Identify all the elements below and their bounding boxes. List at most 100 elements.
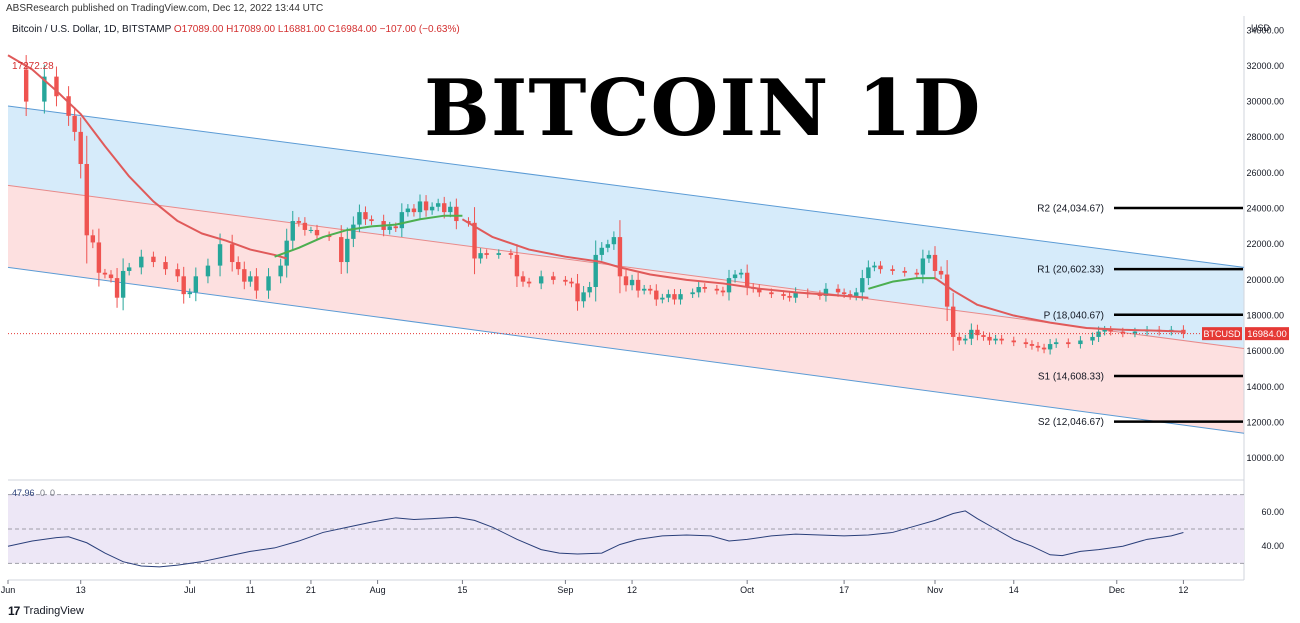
candle-body[interactable] [175, 269, 180, 277]
candle-body[interactable] [563, 279, 568, 282]
candle-body[interactable] [587, 287, 592, 293]
candle-body[interactable] [181, 276, 186, 295]
candle-body[interactable] [108, 274, 114, 279]
candle-body[interactable] [363, 212, 368, 220]
candle-body[interactable] [575, 283, 580, 302]
candle-body[interactable] [478, 253, 483, 259]
candle-body[interactable] [496, 253, 501, 255]
candle-body[interactable] [1023, 342, 1029, 345]
candle-body[interactable] [448, 206, 453, 213]
candle-body[interactable] [963, 338, 968, 341]
candle-body[interactable] [139, 256, 144, 268]
candle-body[interactable] [957, 336, 962, 341]
candle-body[interactable] [696, 287, 701, 293]
candle-body[interactable] [732, 274, 738, 279]
candle-body[interactable] [605, 244, 611, 248]
channel-lower-line[interactable] [7, 266, 1245, 434]
candle-body[interactable] [969, 329, 974, 339]
candle-body[interactable] [526, 281, 532, 284]
candle-body[interactable] [769, 292, 774, 295]
candle-body[interactable] [841, 292, 847, 295]
candle-body[interactable] [629, 279, 635, 286]
candle-body[interactable] [205, 265, 211, 277]
candle-body[interactable] [266, 276, 271, 291]
candle-body[interactable] [781, 294, 786, 296]
channel-middle-line[interactable] [7, 184, 1245, 350]
candle-body[interactable] [581, 292, 586, 302]
candle-body[interactable] [1181, 329, 1186, 334]
candle-body[interactable] [823, 288, 829, 296]
candle-body[interactable] [42, 76, 47, 102]
candle-body[interactable] [617, 237, 623, 277]
candle-body[interactable] [914, 272, 920, 275]
candle-body[interactable] [1041, 347, 1047, 350]
candle-body[interactable] [1108, 329, 1113, 332]
candle-body[interactable] [290, 221, 295, 241]
candle-body[interactable] [520, 276, 526, 282]
candle-body[interactable] [278, 265, 283, 277]
candle-body[interactable] [296, 221, 302, 223]
candle-body[interactable] [702, 287, 707, 289]
channel-upper-line[interactable] [7, 105, 1245, 268]
candle-body[interactable] [1120, 331, 1126, 334]
candle-body[interactable] [126, 267, 132, 271]
candle-body[interactable] [890, 269, 895, 271]
candle-body[interactable] [254, 276, 259, 291]
candle-body[interactable] [878, 265, 883, 270]
candle-body[interactable] [672, 294, 677, 300]
candle-body[interactable] [435, 203, 441, 207]
candle-body[interactable] [423, 201, 429, 211]
candle-body[interactable] [508, 253, 514, 255]
candle-body[interactable] [472, 222, 477, 259]
candle-body[interactable] [1102, 329, 1107, 332]
candle-body[interactable] [302, 222, 308, 230]
candle-body[interactable] [987, 336, 992, 341]
candle-body[interactable] [114, 278, 120, 298]
candle-body[interactable] [793, 292, 798, 298]
candle-body[interactable] [345, 238, 350, 263]
candle-body[interactable] [738, 272, 744, 275]
candle-body[interactable] [623, 276, 629, 286]
candle-body[interactable] [654, 290, 659, 300]
candle-body[interactable] [981, 335, 986, 337]
candle-body[interactable] [1053, 342, 1059, 345]
candle-body[interactable] [417, 201, 423, 213]
candle-body[interactable] [866, 267, 871, 279]
candle-body[interactable] [1011, 340, 1016, 343]
candle-body[interactable] [442, 203, 447, 213]
candle-body[interactable] [538, 276, 544, 284]
candle-body[interactable] [744, 272, 750, 288]
candle-body[interactable] [648, 288, 653, 291]
candle-body[interactable] [872, 265, 877, 268]
candle-body[interactable] [1078, 340, 1083, 345]
candle-body[interactable] [569, 281, 574, 284]
candle-body[interactable] [993, 338, 998, 341]
candle-body[interactable] [229, 244, 235, 263]
candle-body[interactable] [975, 329, 980, 336]
candle-body[interactable] [690, 292, 695, 295]
candle-body[interactable] [860, 278, 865, 293]
candle-body[interactable] [714, 288, 720, 291]
candle-body[interactable] [339, 237, 344, 263]
candle-body[interactable] [369, 219, 374, 222]
candle-body[interactable] [187, 292, 192, 295]
candle-body[interactable] [411, 208, 417, 213]
candle-body[interactable] [484, 253, 489, 255]
candle-body[interactable] [641, 288, 647, 291]
candle-body[interactable] [678, 294, 683, 300]
candle-body[interactable] [926, 254, 932, 259]
candle-body[interactable] [236, 262, 241, 270]
candle-body[interactable] [720, 290, 726, 293]
candle-body[interactable] [660, 297, 665, 300]
candle-body[interactable] [54, 76, 59, 97]
candle-body[interactable] [938, 270, 944, 275]
candle-body[interactable] [314, 229, 320, 236]
candle-body[interactable] [193, 276, 199, 293]
candle-body[interactable] [932, 254, 938, 271]
candle-body[interactable] [78, 131, 83, 164]
candle-body[interactable] [242, 269, 247, 282]
tradingview-brand[interactable]: 17 TradingView [8, 604, 84, 618]
candle-body[interactable] [217, 244, 223, 266]
candle-body[interactable] [599, 247, 604, 255]
